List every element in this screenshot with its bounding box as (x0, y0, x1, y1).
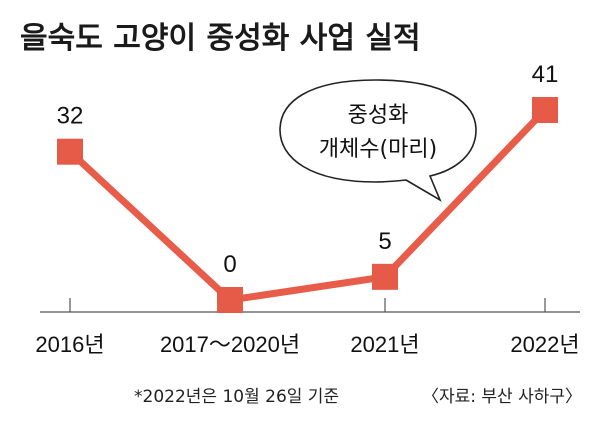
data-label-2: 5 (378, 228, 391, 255)
data-point-2 (372, 263, 398, 290)
x-tick-label-3: 2022년 (510, 332, 579, 357)
x-tick-label-1: 2017～2020년 (160, 332, 300, 357)
callout-line-1: 중성화 (348, 103, 409, 128)
x-tick-label-2: 2021년 (350, 332, 419, 357)
data-point-3 (532, 97, 558, 123)
callout-bubble: 중성화 개체수(마리) (279, 79, 477, 202)
callout-line-2: 개체수(마리) (319, 137, 437, 162)
series-line-layer (66, 106, 549, 304)
source-note: 〈자료: 부산 사하구〉 (422, 387, 582, 407)
series-markers (57, 97, 558, 313)
data-label-3: 41 (532, 61, 559, 88)
data-point-0 (57, 138, 83, 165)
series-line (66, 106, 549, 304)
footnote: *2022년은 10월 26일 기준 (134, 387, 339, 407)
data-labels: 32 0 5 41 (57, 61, 559, 278)
x-tick-labels: 2016년 2017～2020년 2021년 2022년 (35, 332, 579, 357)
x-ticks (69, 298, 546, 312)
data-label-1: 0 (223, 251, 236, 278)
x-tick-label-0: 2016년 (35, 332, 104, 357)
data-label-0: 32 (57, 103, 84, 130)
chart-title: 을숙도 고양이 중성화 사업 실적 (20, 21, 421, 56)
callout-bubble-shape (279, 79, 477, 202)
data-point-1 (217, 287, 243, 313)
